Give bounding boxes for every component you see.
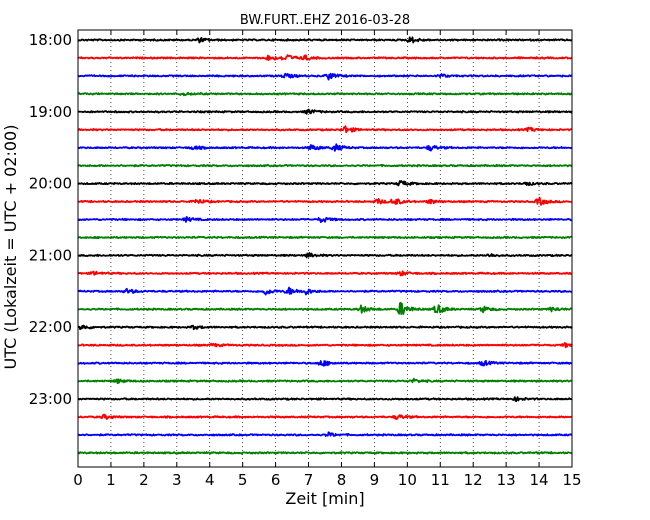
trace-2315 <box>77 413 573 421</box>
trace-2115 <box>77 270 573 277</box>
y-tick-label: 19:00 <box>29 103 72 121</box>
x-tick-label: 0 <box>73 471 83 489</box>
trace-2215 <box>77 342 573 349</box>
trace-2330 <box>77 431 573 437</box>
plot-frame <box>77 29 573 468</box>
x-tick-label: 13 <box>497 471 516 489</box>
x-tick-label: 14 <box>530 471 549 489</box>
x-tick-label: 10 <box>398 471 417 489</box>
trace-2300 <box>77 396 573 403</box>
x-tick-label: 4 <box>205 471 215 489</box>
trace-1930 <box>77 143 573 152</box>
trace-1900 <box>77 108 573 115</box>
trace-2130 <box>77 286 573 296</box>
trace-2345 <box>77 451 573 455</box>
x-tick-label: 3 <box>172 471 182 489</box>
x-tick-label: 12 <box>464 471 483 489</box>
x-tick-label: 1 <box>106 471 116 489</box>
trace-2200 <box>77 324 573 331</box>
y-tick-label: 18:00 <box>29 31 72 49</box>
y-tick-label: 21:00 <box>29 246 72 264</box>
axes: 0 1 2 3 4 5 6 7 8 9 10 11 12 13 14 1518:0019:0020:0021:… <box>29 29 582 489</box>
trace-2000 <box>77 180 573 187</box>
x-tick-label: 15 <box>562 471 581 489</box>
trace-1915 <box>77 125 573 134</box>
trace-1845 <box>77 91 573 97</box>
trace-2015 <box>77 196 573 206</box>
x-axis-label: Zeit [min] <box>285 489 364 508</box>
trace-1815 <box>77 54 573 62</box>
y-axis-label: UTC (Lokalzeit = UTC + 02:00) <box>1 125 20 370</box>
y-tick-label: 20:00 <box>29 175 72 193</box>
x-tick-label: 5 <box>238 471 248 489</box>
y-tick-label: 23:00 <box>29 390 72 408</box>
x-tick-label: 9 <box>370 471 380 489</box>
grid-lines <box>110 30 540 467</box>
x-tick-label: 11 <box>431 471 450 489</box>
x-tick-label: 6 <box>271 471 281 489</box>
trace-2100 <box>77 251 573 259</box>
x-tick-label: 7 <box>304 471 314 489</box>
trace-1830 <box>77 72 573 81</box>
x-tick-label: 8 <box>337 471 347 489</box>
x-tick-label: 2 <box>139 471 149 489</box>
trace-2045 <box>77 235 573 240</box>
trace-2230 <box>77 360 573 367</box>
trace-2245 <box>77 377 573 385</box>
trace-2145 <box>77 301 573 315</box>
chart-title: BW.FURT..EHZ 2016-03-28 <box>240 13 410 28</box>
trace-1945 <box>77 163 573 168</box>
trace-2030 <box>77 215 573 224</box>
trace-1800 <box>77 36 573 44</box>
seismic-traces <box>77 36 573 455</box>
y-tick-label: 22:00 <box>29 318 72 336</box>
